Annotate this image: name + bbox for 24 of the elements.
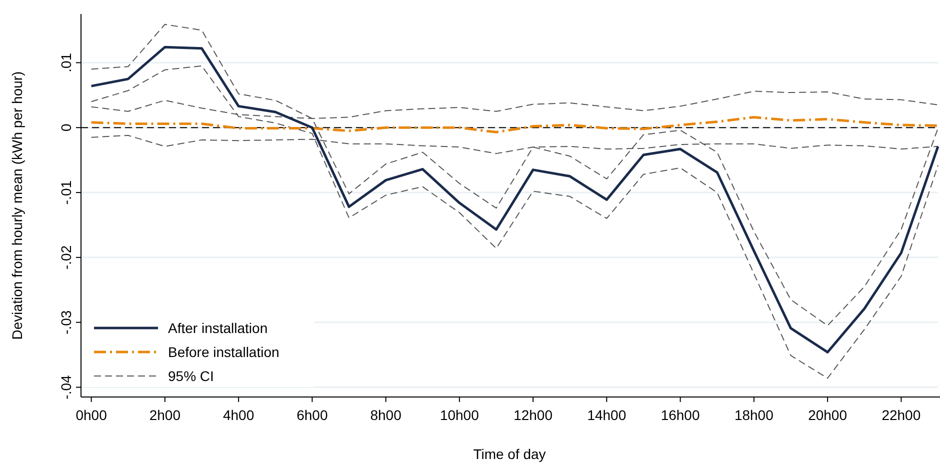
- y-tick-label: -.04: [58, 374, 74, 400]
- x-tick-label: 20h00: [808, 407, 848, 423]
- legend-label: Before installation: [168, 344, 280, 360]
- x-tick-label: 22h00: [882, 407, 921, 423]
- x-tick-label: 16h00: [660, 407, 700, 423]
- x-tick-label: 12h00: [514, 407, 553, 423]
- x-tick-label: 2h00: [149, 407, 181, 423]
- legend-label: After installation: [168, 320, 268, 336]
- x-tick-label: 10h00: [440, 407, 480, 423]
- x-tick-label: 18h00: [734, 407, 774, 423]
- y-tick-label: 0: [58, 124, 74, 132]
- line-series: [90, 116, 940, 134]
- x-tick-label: 14h00: [587, 407, 626, 423]
- x-tick-label: 4h00: [222, 407, 254, 423]
- x-tick-label: 0h00: [76, 407, 108, 423]
- y-axis-title: Deviation from hourly mean (kWh per hour): [9, 71, 25, 340]
- y-tick-label: -.02: [58, 245, 74, 270]
- legend-label: 95% CI: [168, 368, 214, 384]
- x-axis-title: Time of day: [473, 446, 546, 462]
- y-tick-label: .01: [58, 52, 74, 72]
- x-tick-label: 6h00: [296, 407, 328, 423]
- y-tick-label: -.01: [58, 180, 74, 205]
- x-tick-label: 8h00: [370, 407, 402, 423]
- y-tick-label: -.03: [58, 310, 74, 334]
